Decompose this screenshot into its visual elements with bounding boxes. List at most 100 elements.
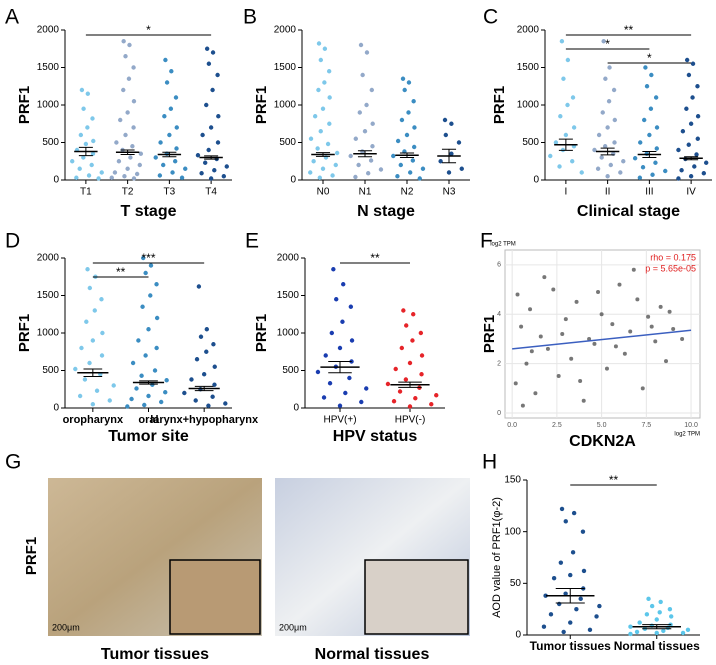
- point: [574, 299, 579, 304]
- dot: [404, 132, 410, 138]
- dot: [81, 106, 86, 111]
- dot: [686, 72, 692, 78]
- y-tick-label: 2: [497, 360, 501, 367]
- dot: [587, 627, 593, 633]
- dot: [121, 39, 126, 44]
- significance-label: **: [609, 473, 619, 487]
- dot: [410, 338, 415, 343]
- dot: [127, 42, 132, 48]
- dot: [315, 146, 320, 151]
- dot: [365, 171, 371, 176]
- x-axis-label: Tumor site: [108, 428, 189, 445]
- y-axis-label: PRF1: [16, 86, 33, 124]
- dot: [131, 125, 136, 130]
- dot: [87, 360, 92, 366]
- dot: [570, 95, 576, 100]
- dot: [87, 285, 93, 291]
- dot: [202, 160, 208, 165]
- y-tick-label: 500: [42, 137, 59, 148]
- dot: [646, 596, 651, 602]
- dot: [146, 393, 151, 399]
- point: [664, 359, 669, 364]
- dot: [322, 46, 328, 51]
- dot: [94, 388, 100, 393]
- dot: [170, 170, 175, 175]
- dot: [559, 39, 565, 44]
- y-tick-label: 0: [515, 630, 521, 641]
- y-tick-label: 100: [504, 526, 521, 537]
- panel-letter: H: [482, 451, 497, 474]
- dot: [606, 99, 612, 104]
- dot: [196, 284, 202, 289]
- dot: [370, 121, 375, 126]
- dot: [419, 372, 424, 377]
- dot: [315, 369, 321, 375]
- dot: [174, 146, 179, 151]
- dot: [594, 614, 599, 619]
- dot: [152, 368, 158, 373]
- dot: [407, 404, 413, 409]
- dot: [348, 153, 353, 159]
- point: [680, 336, 685, 341]
- y-tick-label: 1000: [37, 328, 60, 339]
- point: [556, 374, 561, 378]
- dot: [320, 106, 326, 111]
- dot: [603, 76, 608, 81]
- dot: [204, 327, 210, 332]
- point: [545, 346, 550, 351]
- dot: [221, 174, 227, 179]
- dot: [143, 270, 148, 276]
- dot: [391, 399, 397, 404]
- dot: [123, 54, 128, 59]
- point: [635, 297, 640, 302]
- dot: [391, 153, 396, 159]
- dot: [82, 377, 88, 382]
- dot: [92, 308, 97, 313]
- dot: [204, 46, 210, 51]
- dot: [360, 72, 365, 78]
- dot: [621, 159, 626, 164]
- dot: [548, 153, 553, 159]
- x-unit: log2 TPM: [674, 432, 700, 438]
- dot: [311, 159, 316, 164]
- dot: [341, 282, 346, 287]
- dot: [337, 403, 343, 408]
- dot: [212, 364, 217, 369]
- panel-letter: C: [483, 6, 498, 29]
- dot: [596, 132, 602, 138]
- dot: [612, 117, 618, 123]
- x-tick-label: Normal tissues: [614, 639, 700, 653]
- dot: [158, 399, 164, 405]
- x-tick-label: T2: [122, 187, 134, 198]
- point: [599, 312, 604, 317]
- dot: [109, 175, 114, 180]
- dot: [325, 141, 331, 147]
- dot: [362, 129, 368, 134]
- dot: [320, 166, 326, 171]
- annotation: rho = 0.175: [650, 252, 696, 262]
- dot: [215, 72, 220, 78]
- dot: [148, 263, 154, 268]
- dot: [411, 312, 416, 317]
- dot: [680, 129, 686, 134]
- dot: [321, 395, 327, 400]
- dot: [438, 159, 443, 164]
- dot: [592, 147, 597, 153]
- dot: [654, 617, 659, 622]
- dot: [208, 125, 214, 130]
- dot: [369, 87, 375, 93]
- dot: [194, 357, 200, 362]
- dot: [411, 144, 417, 150]
- error-bar: [120, 149, 135, 155]
- point: [622, 351, 627, 356]
- error-bar: [204, 155, 219, 160]
- dot: [318, 129, 323, 134]
- point: [533, 391, 538, 396]
- dot: [654, 125, 660, 130]
- x-tick-label: oropharynx: [63, 414, 124, 426]
- dot: [210, 87, 215, 93]
- dot: [216, 114, 221, 119]
- y-tick-label: 1000: [274, 100, 297, 111]
- dot: [168, 106, 174, 111]
